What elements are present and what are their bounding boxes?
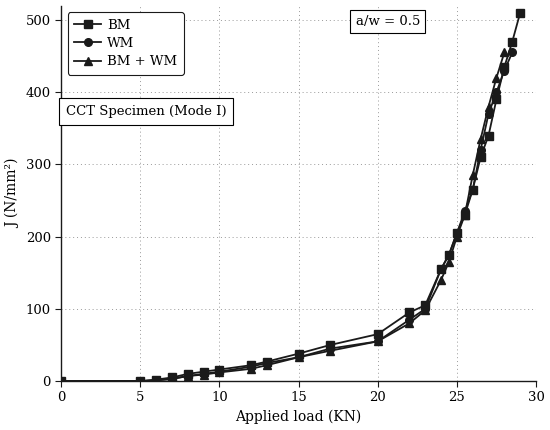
BM + WM [327,348,333,353]
BM [485,133,492,138]
BM [295,351,302,356]
BM + WM [438,277,444,283]
WM [216,369,223,374]
WM [327,346,333,351]
BM [263,359,270,364]
Text: CCT Specimen (Mode I): CCT Specimen (Mode I) [66,105,227,118]
Line: BM: BM [57,9,524,385]
BM + WM [461,212,468,218]
Line: BM + WM: BM + WM [57,49,508,385]
BM + WM [263,362,270,368]
WM [454,230,460,236]
BM + WM [58,378,64,384]
Legend: BM, WM, BM + WM: BM, WM, BM + WM [68,12,184,75]
BM [58,378,64,384]
BM [422,303,428,308]
BM + WM [200,372,207,377]
BM [469,187,476,192]
WM [137,378,144,384]
WM [263,360,270,366]
BM [200,369,207,374]
BM + WM [295,355,302,360]
WM [153,378,159,383]
BM [501,64,508,70]
Line: WM: WM [57,49,516,385]
BM [477,155,484,160]
BM + WM [501,50,508,55]
BM [446,252,452,257]
BM [153,377,159,382]
WM [485,111,492,117]
BM [438,267,444,272]
BM [137,378,144,384]
BM + WM [493,75,500,80]
WM [422,306,428,311]
BM + WM [169,376,175,381]
BM + WM [446,259,452,264]
BM + WM [485,104,492,109]
WM [493,89,500,95]
WM [461,209,468,214]
BM + WM [375,339,381,344]
BM + WM [153,378,159,383]
BM + WM [422,308,428,313]
BM [454,230,460,236]
WM [200,371,207,376]
Text: a/w = 0.5: a/w = 0.5 [355,15,420,28]
BM + WM [137,378,144,384]
BM + WM [184,373,191,378]
BM [517,10,524,15]
BM + WM [406,321,412,326]
BM + WM [469,173,476,178]
WM [295,355,302,360]
BM + WM [216,370,223,375]
WM [477,147,484,153]
BM [216,367,223,372]
WM [438,267,444,272]
BM [375,332,381,337]
BM [493,97,500,102]
BM [461,212,468,218]
WM [169,376,175,381]
BM [169,375,175,380]
WM [375,339,381,344]
WM [58,378,64,384]
WM [406,317,412,322]
BM + WM [477,137,484,142]
WM [184,373,191,378]
BM [248,362,255,368]
WM [248,364,255,369]
WM [509,50,515,55]
X-axis label: Applied load (KN): Applied load (KN) [235,410,362,424]
Y-axis label: J (N/mm²): J (N/mm²) [6,159,20,228]
BM + WM [248,366,255,372]
WM [469,187,476,192]
BM [184,371,191,376]
WM [446,252,452,257]
BM [509,39,515,44]
BM [327,342,333,347]
WM [501,68,508,73]
BM [406,310,412,315]
BM + WM [454,234,460,239]
